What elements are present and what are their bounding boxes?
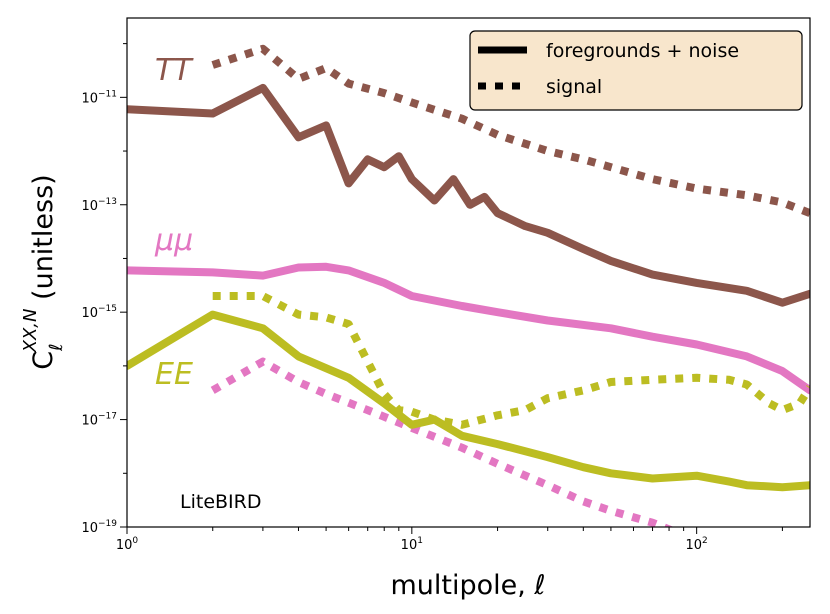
y-tick-label-base: 10 <box>81 521 98 536</box>
x-tick-label: 102 <box>686 536 708 553</box>
y-tick-label-base: 10 <box>81 199 98 214</box>
plot-frame <box>126 17 811 528</box>
y-axis-title-sup: XX,N <box>20 309 41 354</box>
x-tick-label-exp: 0 <box>132 536 138 546</box>
legend: foregrounds + noise signal <box>469 30 803 111</box>
x-tick-label-base: 10 <box>686 538 703 553</box>
y-tick-label-exp: −13 <box>98 197 117 207</box>
y-tick-label-exp: −17 <box>98 412 117 422</box>
y-tick-label: 10−17 <box>81 412 117 429</box>
y-tick-label-base: 10 <box>81 91 98 106</box>
series-layer <box>127 44 810 527</box>
y-axis-title-base: C <box>28 351 59 370</box>
series-line-tt-signal <box>211 44 810 217</box>
series-label-ee: EE <box>155 357 193 392</box>
x-tick-label-exp: 2 <box>702 536 708 546</box>
y-tick-label: 10−19 <box>81 519 117 536</box>
x-tick-label-exp: 1 <box>417 536 423 546</box>
x-tick-label-base: 10 <box>116 538 133 553</box>
legend-label-signal: signal <box>546 76 602 98</box>
series-label-mumu: μμ <box>154 223 193 258</box>
x-axis-title: multipole, ℓ <box>390 570 545 601</box>
x-tick-label: 100 <box>116 536 139 553</box>
series-line-mumu-signal <box>210 357 674 527</box>
y-tick-label-exp: −15 <box>98 304 117 314</box>
y-tick-label: 10−13 <box>81 197 117 214</box>
x-tick-label: 101 <box>401 536 423 553</box>
y-tick-label: 10−11 <box>81 89 117 106</box>
y-tick-label-exp: −19 <box>98 519 117 529</box>
y-tick-label-base: 10 <box>81 306 98 321</box>
series-line-tt-foregrounds <box>127 83 810 307</box>
legend-box <box>469 30 803 111</box>
series-label-tt: TT <box>155 53 194 88</box>
y-tick-label-base: 10 <box>81 414 98 429</box>
legend-label-foregrounds: foregrounds + noise <box>546 40 739 62</box>
y-axis-title: Cℓ XX,N (unitless) <box>20 174 67 369</box>
series-line-ee-signal <box>212 292 810 429</box>
y-tick-label: 10−15 <box>81 304 117 321</box>
litebird-annotation: LiteBIRD <box>180 491 261 513</box>
tick-layer <box>120 43 783 534</box>
y-axis-title-sub: ℓ <box>46 343 67 351</box>
y-tick-label-exp: −11 <box>98 89 117 99</box>
series-line-mumu-foregrounds <box>127 262 810 395</box>
y-axis-title-tail: (unitless) <box>28 174 59 308</box>
series-line-ee-foregrounds <box>127 310 810 492</box>
x-tick-label-base: 10 <box>401 538 418 553</box>
